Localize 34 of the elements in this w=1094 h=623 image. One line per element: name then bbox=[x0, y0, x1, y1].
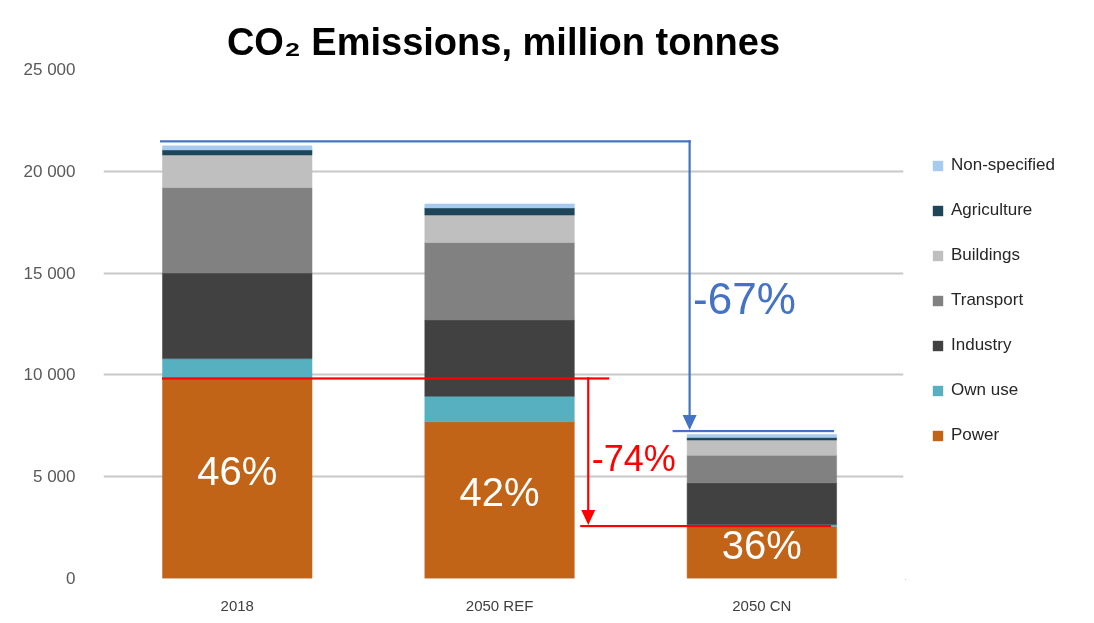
bar bbox=[424, 214, 575, 243]
legend-label: Power bbox=[951, 425, 1000, 445]
y-tick-label: 15 000 bbox=[23, 263, 76, 283]
y-tick-label: 20 000 bbox=[23, 161, 76, 181]
bar bbox=[424, 421, 575, 579]
bar bbox=[424, 203, 575, 209]
legend-label: Transport bbox=[951, 290, 1024, 310]
bar bbox=[686, 439, 837, 456]
annotation: 46% bbox=[197, 448, 278, 493]
y-tick-label: 5 000 bbox=[32, 467, 76, 487]
legend-label: Industry bbox=[951, 335, 1012, 355]
y-tick-label: 10 000 bbox=[23, 365, 76, 385]
bar bbox=[686, 455, 837, 484]
bar bbox=[162, 187, 313, 274]
chart-title: CO₂ Emissions, million tonnes bbox=[226, 20, 781, 63]
x-tick-label: 2050 CN bbox=[732, 596, 792, 614]
annotation: 36% bbox=[721, 522, 802, 567]
legend-label: Non-specified bbox=[951, 155, 1055, 175]
x-tick-label: 2018 bbox=[220, 596, 254, 614]
bar bbox=[162, 145, 313, 151]
bar bbox=[162, 272, 313, 359]
bar bbox=[424, 242, 575, 321]
y-tick-label: 25 000 bbox=[23, 60, 76, 79]
x-tick-label: 2050 REF bbox=[465, 596, 534, 614]
y-tick-label: 0 bbox=[66, 569, 76, 588]
bar bbox=[424, 207, 575, 216]
legend-label: Buildings bbox=[951, 245, 1020, 265]
bar bbox=[162, 149, 313, 156]
legend-label: Agriculture bbox=[951, 200, 1033, 220]
annotation: -67% bbox=[693, 273, 796, 323]
annotation: 42% bbox=[459, 470, 540, 515]
bar bbox=[424, 396, 575, 422]
annotation: -74% bbox=[591, 438, 676, 480]
legend-label: Own use bbox=[951, 380, 1019, 400]
